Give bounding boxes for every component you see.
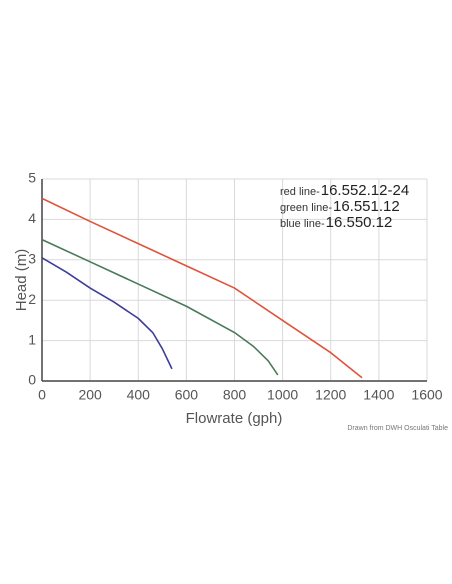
x-tick-label: 1400 — [363, 387, 394, 403]
series-line — [41, 238, 279, 376]
y-tick-label: 0 — [28, 372, 36, 388]
legend-name: red line- — [280, 186, 320, 198]
y-axis-label: Head (m) — [13, 249, 30, 312]
x-tick-label: 1200 — [315, 387, 346, 403]
x-tick-label: 1600 — [411, 387, 442, 403]
x-axis-label: Flowrate (gph) — [186, 410, 283, 427]
x-tick-label: 0 — [38, 387, 46, 403]
legend-code: 16.550.12 — [326, 214, 393, 231]
y-tick-label: 1 — [28, 331, 36, 347]
x-tick-label: 200 — [78, 387, 102, 403]
legend-name: green line- — [280, 202, 332, 214]
y-tick-label: 5 — [28, 170, 36, 186]
y-tick-label: 4 — [28, 210, 36, 226]
legend-code: 16.551.12 — [333, 198, 400, 215]
y-tick-label: 3 — [28, 251, 36, 267]
y-tick-label: 2 — [28, 291, 36, 307]
x-tick-label: 400 — [127, 387, 151, 403]
series-line — [41, 197, 363, 379]
x-tick-label: 1000 — [267, 387, 298, 403]
source-note: Drawn from DWH Osculati Table — [347, 425, 448, 432]
legend-name: blue line- — [280, 218, 325, 230]
legend-code: 16.552.12-24 — [321, 182, 409, 199]
x-tick-label: 800 — [223, 387, 247, 403]
x-tick-label: 600 — [175, 387, 199, 403]
series-line — [41, 257, 173, 370]
